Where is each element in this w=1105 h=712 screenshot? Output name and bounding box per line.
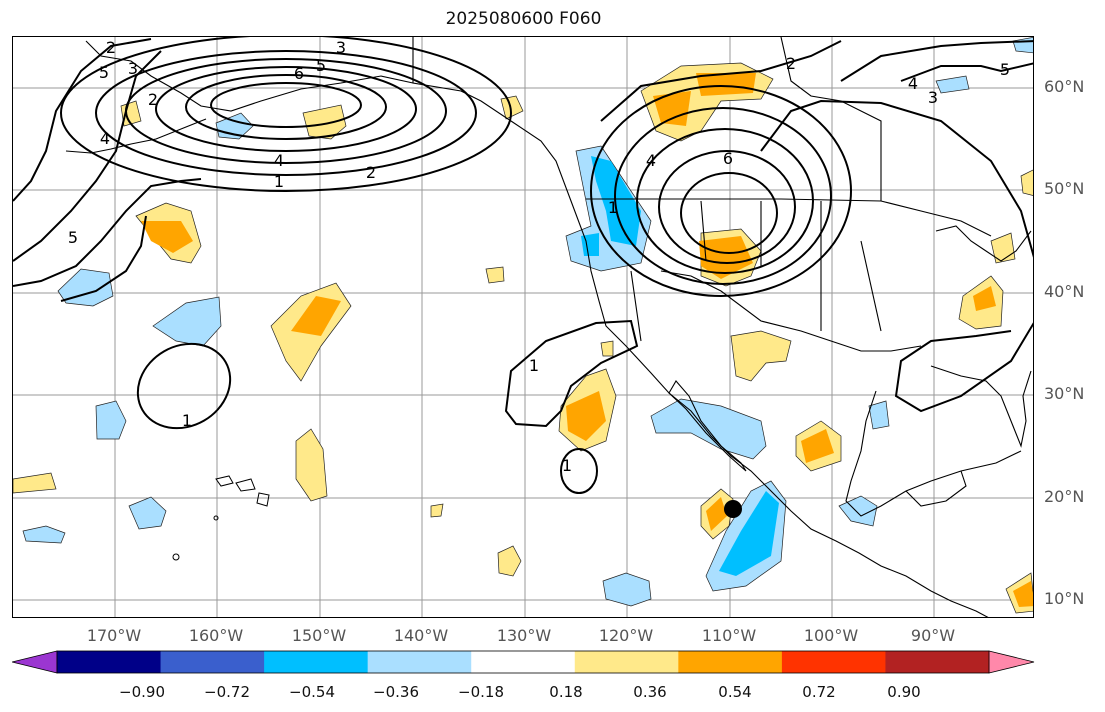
contour-label: 5 xyxy=(68,228,78,247)
colorbar-label: 0.54 xyxy=(718,683,752,701)
contour-label: 4 xyxy=(908,74,918,93)
positive-anomaly-13 xyxy=(13,472,57,494)
lat-label-40n: 40°N xyxy=(1044,282,1085,301)
contour-label: 6 xyxy=(294,64,304,83)
colorbar-segment xyxy=(160,651,265,673)
contour-label: 2 xyxy=(148,90,158,109)
negative-anomaly-6 xyxy=(95,400,127,440)
contour-layer xyxy=(13,37,1033,494)
contour-label: 2 xyxy=(106,38,116,57)
colorbar-label: −0.18 xyxy=(458,683,504,701)
colorbar-segment xyxy=(678,651,783,673)
dateline-contour-1 xyxy=(13,38,202,287)
contour-label: 4 xyxy=(100,129,110,148)
contour-label: 5 xyxy=(1000,60,1010,79)
negative-anomaly-3 xyxy=(650,398,767,460)
pacific-low-contour xyxy=(136,342,232,430)
rockies-high-contour-1 xyxy=(590,85,852,297)
contour-label: 3 xyxy=(928,88,938,107)
contour-label: 1 xyxy=(274,172,284,191)
contour-label: 1 xyxy=(529,356,539,375)
positive-anomaly-9 xyxy=(295,428,328,502)
hawaii-islands xyxy=(172,475,270,561)
colorbar-label: −0.90 xyxy=(119,683,165,701)
north-america-west-coast xyxy=(412,37,989,617)
baja-peninsula xyxy=(668,380,747,472)
lon-label-100w: 100°W xyxy=(803,626,859,645)
map-title: 2025080600 F060 xyxy=(445,9,602,29)
map-panel[interactable]: 3 6 5 4 2 1 2 5 3 2 4 5 1 1 1 6 4 2 4 3 … xyxy=(12,36,1034,618)
negative-anomaly-4 xyxy=(152,296,222,347)
colorbar-label: 0.72 xyxy=(802,683,836,701)
contour-label: 6 xyxy=(723,149,733,168)
colorbar-extend-max xyxy=(988,650,1035,674)
lon-label-130w: 130°W xyxy=(496,626,552,645)
colorbar xyxy=(12,650,1035,674)
lat-label-50n: 50°N xyxy=(1044,179,1085,198)
contour-label: 4 xyxy=(646,151,656,170)
contour-label-group: 3 6 5 4 2 1 2 5 3 2 4 5 1 1 1 6 4 2 4 3 … xyxy=(68,38,1010,475)
negative-anomaly-9 xyxy=(602,572,652,607)
lon-label-110w: 110°W xyxy=(701,626,757,645)
east-contour xyxy=(760,99,1033,413)
negative-anomaly-14 xyxy=(1012,37,1033,54)
colorbar-segment xyxy=(367,651,472,673)
lon-label-160w: 160°W xyxy=(188,626,244,645)
colorbar-segment xyxy=(574,651,679,673)
baja-contour xyxy=(504,319,639,428)
colorbar-segment xyxy=(264,651,369,673)
alaska-low-contour-1 xyxy=(60,37,512,192)
colorbar-extend-min xyxy=(12,650,58,674)
contour-label: 5 xyxy=(99,63,109,82)
contour-label: 2 xyxy=(786,54,796,73)
negative-anomaly-13 xyxy=(935,75,970,94)
colorbar-segment xyxy=(781,651,886,673)
lon-label-170w: 170°W xyxy=(86,626,142,645)
lon-label-150w: 150°W xyxy=(291,626,347,645)
contour-label: 5 xyxy=(316,56,326,75)
great-lakes xyxy=(935,225,1032,262)
colorbar-label: −0.54 xyxy=(289,683,335,701)
contour-label: 3 xyxy=(336,38,346,57)
positive-anomaly-10 xyxy=(302,104,347,140)
lat-label-30n: 30°N xyxy=(1044,384,1085,403)
positive-anomaly-15 xyxy=(990,232,1016,264)
storm-center-marker xyxy=(724,500,742,518)
florida-coast xyxy=(930,365,1032,448)
gulf-coast xyxy=(845,390,1022,517)
positive-anomaly-14 xyxy=(497,545,522,577)
lat-label-10n: 10°N xyxy=(1044,589,1085,608)
colorbar-label: −0.72 xyxy=(204,683,250,701)
contour-label: 3 xyxy=(128,59,138,78)
colorbar-label: 0.90 xyxy=(887,683,921,701)
lat-label-60n: 60°N xyxy=(1044,77,1085,96)
coastline-layer xyxy=(65,37,1032,617)
colorbar-segment xyxy=(885,651,990,673)
yucatan xyxy=(905,470,967,507)
negative-anomaly-8 xyxy=(22,525,66,544)
colorbar-label: 0.18 xyxy=(549,683,583,701)
positive-anomaly-7 xyxy=(730,330,792,382)
lat-label-20n: 20°N xyxy=(1044,487,1085,506)
colorbar-segment xyxy=(57,651,162,673)
us-canada-border xyxy=(586,198,992,237)
graticule xyxy=(13,37,1033,617)
lon-label-120w: 120°W xyxy=(598,626,654,645)
contour-label: 1 xyxy=(608,198,618,217)
negative-anomaly-7 xyxy=(128,496,167,530)
contour-label: 1 xyxy=(182,411,192,430)
colorbar-label: −0.36 xyxy=(373,683,419,701)
lon-label-90w: 90°W xyxy=(910,626,956,645)
colorbar-segment xyxy=(471,651,576,673)
contour-label: 1 xyxy=(562,456,572,475)
contour-label: 2 xyxy=(366,163,376,182)
negative-anomaly-5 xyxy=(57,268,114,307)
colorbar-label: 0.36 xyxy=(633,683,667,701)
lon-label-140w: 140°W xyxy=(393,626,449,645)
contour-label: 4 xyxy=(274,151,284,170)
negative-anomaly-12 xyxy=(868,400,890,430)
